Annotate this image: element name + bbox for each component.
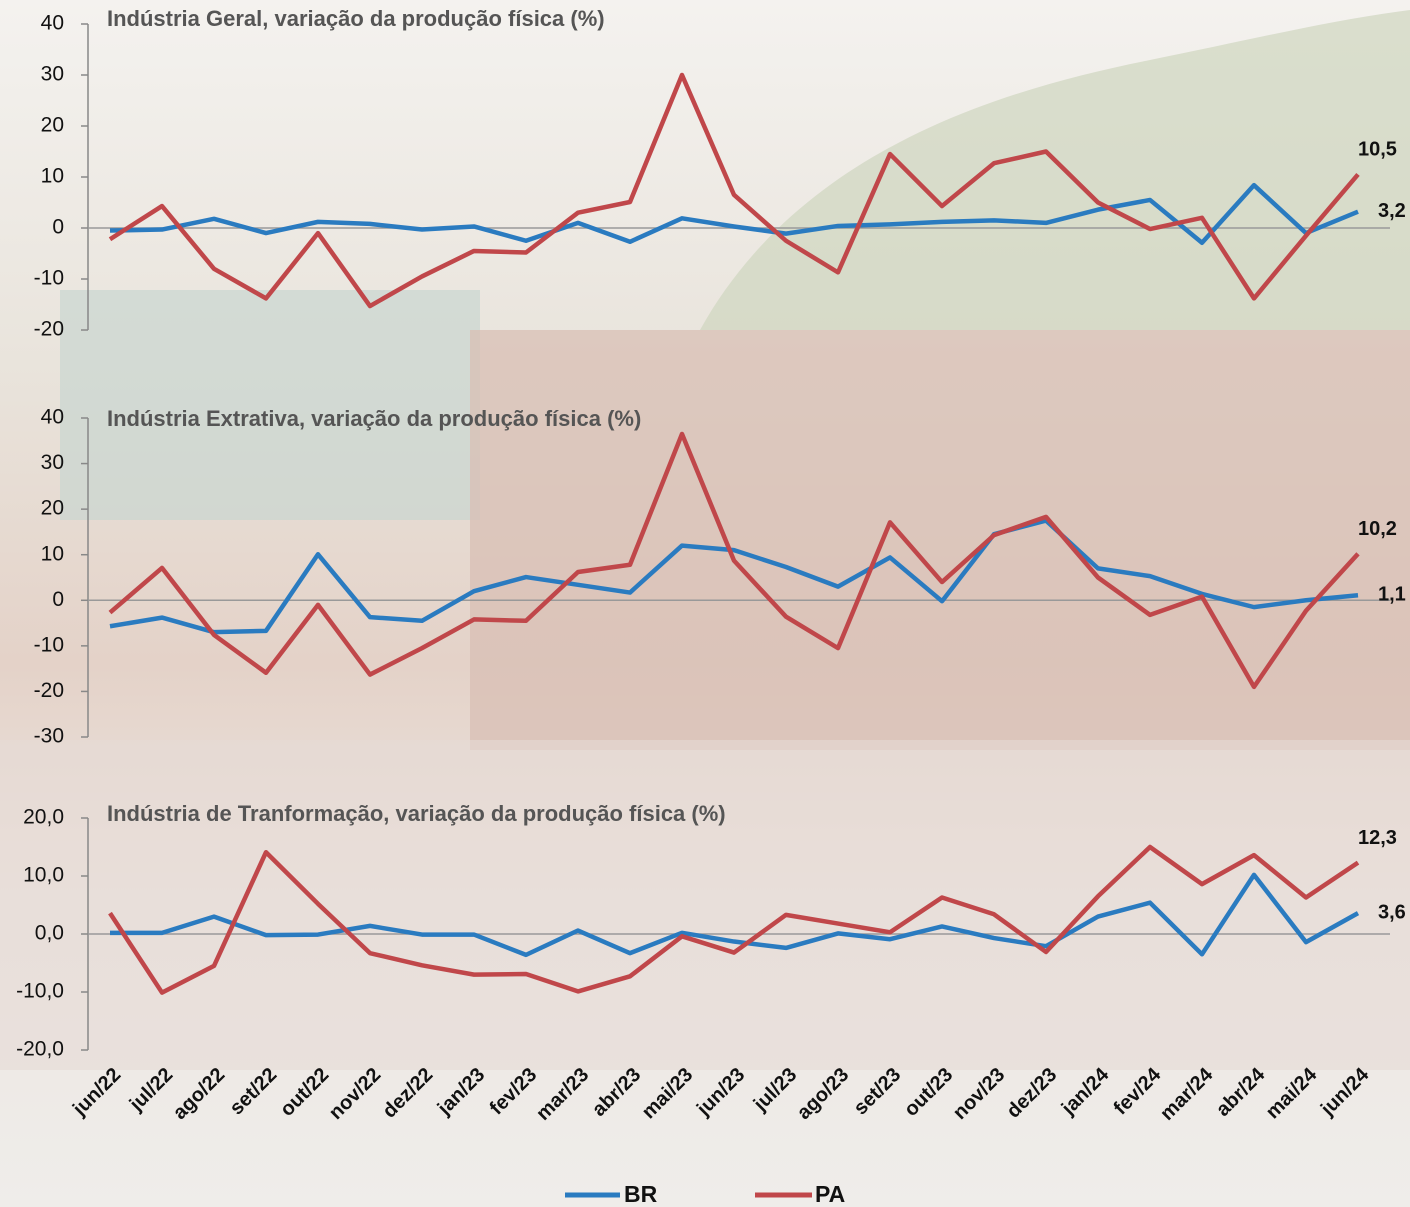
background-wagons [470,330,1410,750]
chart-title: Indústria de Tranformação, variação da p… [107,801,726,826]
y-tick-label: -20 [34,318,64,341]
y-tick-label: -10 [34,633,64,656]
y-tick-label: 10 [41,542,64,565]
chart-title: Indústria Extrativa, variação da produçã… [107,406,641,431]
series-line [109,182,1359,246]
value-label: 12,3 [1358,827,1397,849]
y-tick-label: 10,0 [23,864,64,887]
y-tick-label: -20 [34,679,64,702]
series-line [109,518,1359,635]
background-ground [0,740,1410,1070]
chart-title: Indústria Geral, variação da produção fí… [107,6,605,31]
y-tick-label: 30 [41,451,64,474]
y-tick-label: 30 [41,63,64,86]
y-tick-label: 20 [41,497,64,520]
series-line [108,431,1360,690]
y-tick-label: -30 [34,725,64,748]
series-line [108,844,1360,995]
value-label: 10,2 [1358,518,1397,540]
y-tick-label: 40 [41,406,64,429]
series-line [110,872,1360,958]
value-label: 3,6 [1378,901,1406,923]
background-locomotive [60,290,480,520]
y-tick-label: 0 [52,216,64,239]
series-line [108,72,1360,309]
y-tick-label: -20,0 [16,1038,64,1061]
y-tick-label: 0,0 [35,922,64,945]
background-hill [700,10,1410,330]
value-label: 1,1 [1378,584,1406,606]
y-tick-label: 10 [41,165,64,188]
legend-label: PA [815,1181,845,1207]
y-tick-label: 20,0 [23,806,64,829]
y-tick-label: 40 [41,12,64,35]
y-tick-label: -10 [34,267,64,290]
y-tick-label: 20 [41,114,64,137]
value-label: 10,5 [1358,139,1397,161]
y-tick-label: 0 [52,588,64,611]
y-tick-label: -10,0 [16,980,64,1003]
value-label: 3,2 [1378,200,1406,222]
legend-label: BR [624,1181,658,1207]
